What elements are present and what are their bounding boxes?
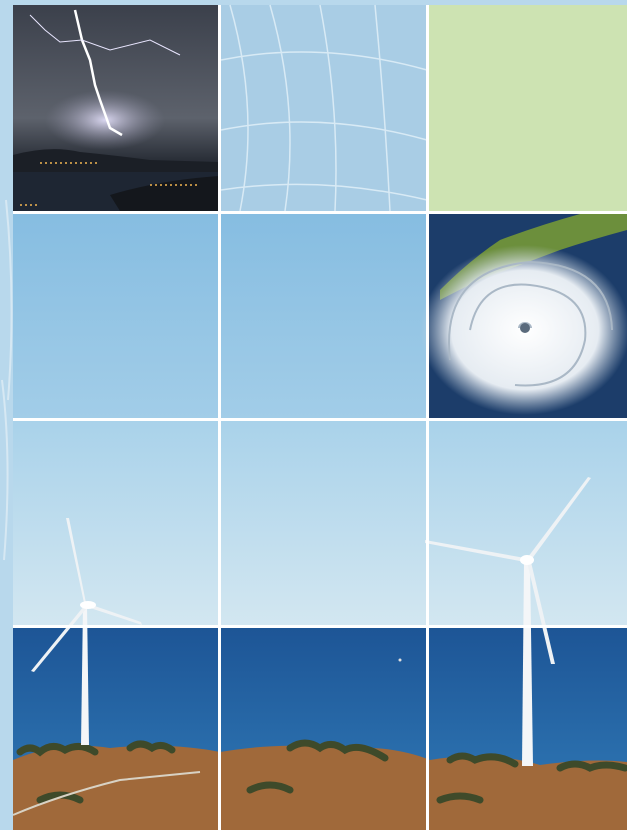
turbine-hub: [80, 601, 96, 609]
page: Collage {} html, body { margin: 0; paddi…: [0, 0, 627, 830]
blue-grid-tile: [221, 5, 427, 211]
separator: [13, 418, 627, 421]
boat: [399, 659, 402, 662]
green-tile: [429, 5, 627, 211]
turbine-hub: [520, 555, 534, 565]
separator: [13, 211, 627, 214]
turbine-sky: [13, 421, 627, 628]
lightning-glow: [45, 90, 165, 150]
separator: [218, 5, 221, 830]
separator: [426, 5, 429, 830]
separator: [13, 625, 627, 628]
photo-collage: [0, 0, 627, 830]
typhoon-eye: [520, 323, 530, 333]
body: (() => { const data = JSON.parse(documen…: [0, 0, 627, 830]
